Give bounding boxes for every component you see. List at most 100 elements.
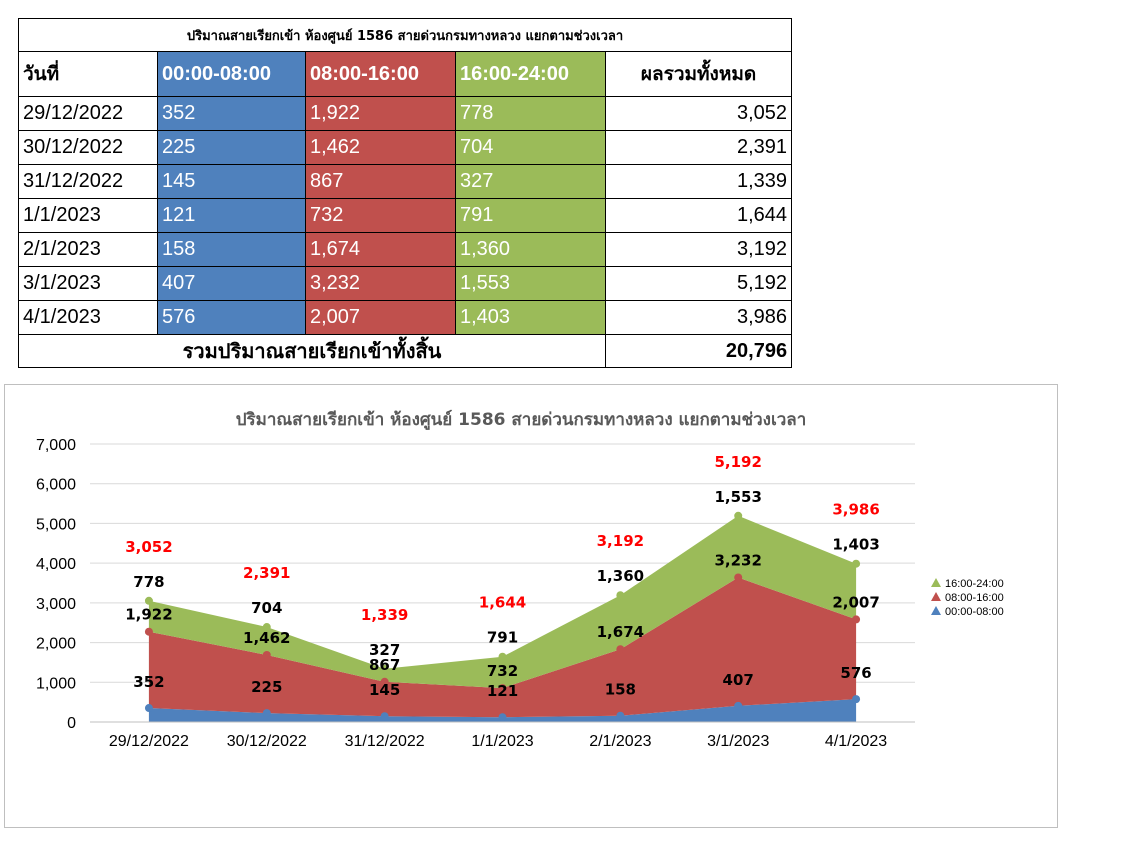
legend-marker — [931, 592, 941, 601]
cell-date: 31/12/2022 — [18, 164, 158, 199]
table-row: 2/1/2023 158 1,674 1,360 3,192 — [18, 232, 793, 267]
data-label: 867 — [369, 656, 400, 674]
legend-marker — [931, 578, 941, 587]
area-0000-0800 — [148, 699, 857, 722]
x-tick-label: 2/1/2023 — [589, 733, 651, 750]
data-point — [144, 704, 153, 713]
cell-slot-2: 2,007 — [305, 300, 456, 335]
chart-title: ปริมาณสายเรียกเข้า ห้องศูนย์ 1586 สายด่ว… — [236, 409, 807, 431]
table-row: 1/1/2023 121 732 791 1,644 — [18, 198, 793, 233]
total-label: 3,986 — [832, 501, 879, 519]
cell-slot-1: 121 — [157, 198, 306, 233]
y-tick-label: 7,000 — [36, 437, 76, 454]
cell-slot-1: 145 — [157, 164, 306, 199]
legend: 16:00-24:00 08:00-16:00 00:00-08:00 — [931, 578, 1004, 618]
data-label: 145 — [369, 681, 400, 699]
data-label: 1,674 — [597, 623, 644, 641]
data-label: 732 — [487, 662, 518, 680]
cell-total: 5,192 — [604, 266, 793, 301]
legend-label: 08:00-16:00 — [945, 592, 1004, 604]
cell-total: 2,391 — [604, 130, 793, 165]
area-0800-1600 — [148, 577, 857, 718]
table-header-row: วันที่ 00:00-08:00 08:00-16:00 16:00-24:… — [18, 51, 793, 97]
total-label: 5,192 — [714, 453, 761, 471]
data-label: 2,007 — [832, 593, 879, 611]
data-label: 225 — [251, 678, 282, 696]
cell-total: 3,052 — [604, 96, 793, 131]
data-label: 1,462 — [243, 629, 290, 647]
data-point — [734, 511, 743, 520]
data-point — [380, 664, 389, 673]
cell-slot-2: 3,232 — [305, 266, 456, 301]
cell-slot-3: 327 — [455, 164, 606, 199]
table-row: 30/12/2022 225 1,462 704 2,391 — [18, 130, 793, 165]
data-point — [852, 559, 861, 568]
data-label: 704 — [251, 599, 282, 617]
cell-slot-2: 732 — [305, 198, 456, 233]
area-1600-2400 — [148, 515, 857, 689]
x-tick-label: 30/12/2022 — [227, 733, 307, 750]
stacked-area-chart: ปริมาณสายเรียกเข้า ห้องศูนย์ 1586 สายด่ว… — [36, 409, 1004, 750]
data-label: 1,403 — [832, 536, 879, 554]
y-tick-label: 3,000 — [36, 596, 76, 613]
header-slot-1: 00:00-08:00 — [157, 51, 306, 97]
data-point — [262, 651, 271, 660]
legend-label: 00:00-08:00 — [945, 606, 1004, 618]
data-label: 327 — [369, 641, 400, 659]
x-tick-label: 4/1/2023 — [825, 733, 887, 750]
data-point — [616, 645, 625, 654]
data-label: 158 — [605, 681, 636, 699]
header-slot-2: 08:00-16:00 — [305, 51, 456, 97]
cell-date: 29/12/2022 — [18, 96, 158, 131]
data-point — [498, 652, 507, 661]
total-label: 2,391 — [243, 564, 290, 582]
header-total: ผลรวมทั้งหมด — [604, 51, 793, 97]
cell-slot-1: 225 — [157, 130, 306, 165]
cell-slot-2: 867 — [305, 164, 456, 199]
y-tick-label: 6,000 — [36, 477, 76, 494]
data-label: 1,553 — [714, 488, 761, 506]
cell-total: 3,986 — [604, 300, 793, 335]
y-tick-label: 1,000 — [36, 675, 76, 692]
data-point — [852, 695, 861, 704]
cell-slot-2: 1,922 — [305, 96, 456, 131]
x-tick-label: 29/12/2022 — [109, 733, 189, 750]
y-tick-label: 5,000 — [36, 516, 76, 533]
calls-table-container: ปริมาณสายเรียกเข้า ห้องศูนย์ 1586 สายด่ว… — [17, 18, 793, 368]
cell-slot-3: 1,403 — [455, 300, 606, 335]
calls-table: ปริมาณสายเรียกเข้า ห้องศูนย์ 1586 สายด่ว… — [17, 18, 793, 368]
data-label: 576 — [840, 664, 871, 682]
cell-date: 3/1/2023 — [18, 266, 158, 301]
axes: 0 1,000 2,000 3,000 4,000 5,000 6,000 7,000 29/1… — [36, 437, 915, 750]
data-point — [262, 623, 271, 632]
y-tick-label: 0 — [67, 715, 76, 732]
cell-total: 3,192 — [604, 232, 793, 267]
data-point — [380, 712, 389, 721]
total-label: 1,644 — [479, 594, 526, 612]
table-sum-row: รวมปริมาณสายเรียกเข้าทั้งสิ้น 20,796 — [18, 334, 793, 368]
data-label: 1,922 — [125, 606, 172, 624]
cell-slot-1: 407 — [157, 266, 306, 301]
table-title-row: ปริมาณสายเรียกเข้า ห้องศูนย์ 1586 สายด่ว… — [17, 18, 793, 52]
cell-date: 4/1/2023 — [18, 300, 158, 335]
cell-slot-1: 352 — [157, 96, 306, 131]
data-point — [380, 677, 389, 686]
x-tick-label: 3/1/2023 — [707, 733, 769, 750]
series-markers — [144, 511, 861, 722]
table-row: 31/12/2022 145 867 327 1,339 — [18, 164, 793, 199]
chart-frame: ปริมาณสายเรียกเข้า ห้องศูนย์ 1586 สายด่ว… — [4, 384, 1058, 828]
data-label: 3,232 — [714, 551, 761, 569]
data-point — [498, 713, 507, 722]
cell-slot-3: 778 — [455, 96, 606, 131]
data-label: 791 — [487, 629, 518, 647]
data-point — [144, 627, 153, 636]
data-label: 407 — [723, 671, 754, 689]
total-label: 1,339 — [361, 606, 408, 624]
sum-value: 20,796 — [604, 334, 793, 368]
table-row: 3/1/2023 407 3,232 1,553 5,192 — [18, 266, 793, 301]
legend-label: 16:00-24:00 — [945, 578, 1004, 590]
cell-slot-1: 576 — [157, 300, 306, 335]
total-label: 3,192 — [597, 532, 644, 550]
data-point — [262, 709, 271, 718]
cell-slot-2: 1,462 — [305, 130, 456, 165]
